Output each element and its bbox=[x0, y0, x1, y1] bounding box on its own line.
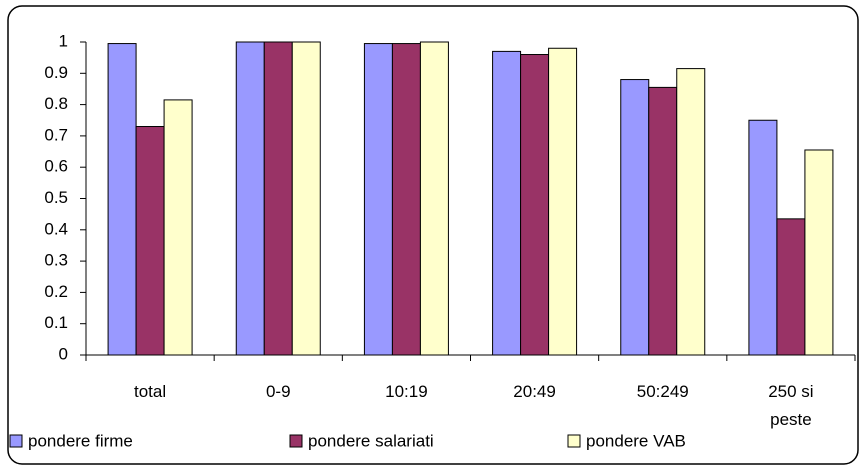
bar bbox=[291, 41, 321, 356]
bar bbox=[391, 43, 421, 356]
legend-swatch bbox=[289, 434, 303, 448]
y-tick-label: 0 bbox=[59, 344, 68, 363]
bar bbox=[648, 86, 678, 356]
bar bbox=[107, 43, 137, 356]
y-tick-label: 0.1 bbox=[44, 313, 68, 332]
y-tick-label: 0.8 bbox=[44, 94, 68, 113]
bar bbox=[548, 47, 578, 356]
bar bbox=[676, 68, 706, 356]
x-tick-label: 50:249 bbox=[636, 382, 689, 401]
x-tick-label: 250 si peste bbox=[768, 382, 814, 429]
bar bbox=[419, 41, 449, 356]
bar bbox=[363, 43, 393, 356]
bar bbox=[492, 50, 522, 356]
bar bbox=[235, 41, 265, 356]
bar bbox=[804, 149, 834, 356]
bar bbox=[163, 99, 193, 356]
bar bbox=[776, 218, 806, 356]
y-tick-label: 0.9 bbox=[44, 63, 68, 82]
y-tick-label: 0.6 bbox=[44, 157, 68, 176]
y-tick-label: 0.5 bbox=[44, 188, 68, 207]
y-tick-label: 0.7 bbox=[44, 125, 68, 144]
legend-label: pondere VAB bbox=[586, 431, 686, 450]
y-tick-label: 0.2 bbox=[44, 282, 68, 301]
legend-label: pondere firme bbox=[28, 431, 133, 450]
x-tick-label: 0-9 bbox=[265, 382, 291, 401]
bar bbox=[263, 41, 293, 356]
y-tick-label: 0.4 bbox=[44, 219, 68, 238]
bar bbox=[520, 54, 550, 356]
bar bbox=[620, 79, 650, 356]
x-tick-label: total bbox=[134, 382, 167, 401]
y-tick-label: 0.3 bbox=[44, 251, 68, 270]
x-tick-label: 10:19 bbox=[385, 382, 428, 401]
legend-swatch bbox=[9, 434, 23, 448]
x-tick-label: 20:49 bbox=[513, 382, 556, 401]
legend-label: pondere salariati bbox=[308, 431, 434, 450]
bar bbox=[135, 126, 165, 356]
legend-swatch bbox=[567, 434, 581, 448]
bar bbox=[748, 119, 778, 356]
y-tick-label: 1 bbox=[59, 31, 68, 50]
